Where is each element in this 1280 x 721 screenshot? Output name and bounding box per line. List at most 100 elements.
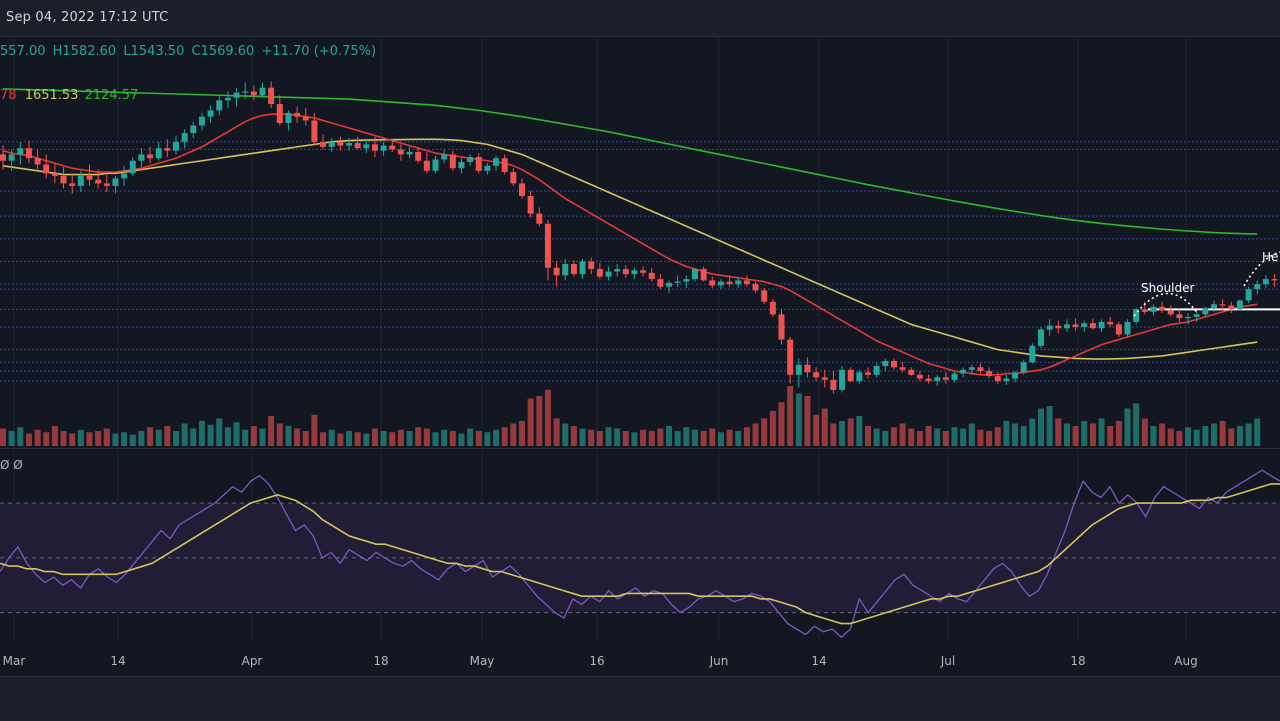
candle-body <box>1046 325 1053 330</box>
bottom-bar <box>0 676 1280 721</box>
candle-body <box>95 179 102 184</box>
volume-bar <box>328 429 335 446</box>
volume-bar <box>1115 421 1122 446</box>
candle-body <box>666 282 673 287</box>
volume-bar <box>380 431 387 446</box>
candle-body <box>700 269 707 281</box>
candle-body <box>363 144 370 149</box>
high-value: 1582.60 <box>62 44 117 59</box>
candle-body <box>346 143 352 146</box>
volume-bar <box>475 431 482 446</box>
volume-bar <box>1228 428 1235 446</box>
volume-bar <box>579 428 586 446</box>
volume-bar <box>432 432 439 446</box>
candle-body <box>1262 279 1269 285</box>
volume-bar <box>501 427 508 446</box>
candle-body <box>233 92 240 98</box>
candle-body <box>1202 308 1209 315</box>
volume-bar <box>423 428 430 446</box>
pane-divider <box>0 448 1280 449</box>
candle-body <box>224 97 231 101</box>
volume-bar <box>138 431 145 446</box>
volume-bar <box>25 433 32 446</box>
ma-long-value: 2124.57 <box>84 88 139 103</box>
volume-bar <box>449 431 456 446</box>
candle-body <box>821 377 828 380</box>
volume-bar <box>34 429 41 446</box>
candle-body <box>1271 279 1278 281</box>
volume-bar <box>951 427 958 446</box>
low-label: L <box>123 44 131 59</box>
candle-body <box>320 141 327 147</box>
candle-body <box>51 173 58 176</box>
volume-bar <box>683 427 690 446</box>
volume-bar <box>1003 421 1010 446</box>
volume-bar <box>986 431 993 446</box>
candle-body <box>302 116 309 121</box>
volume-bar <box>942 431 949 446</box>
x-tick-label: Jul <box>940 654 955 668</box>
volume-bar <box>813 414 820 446</box>
volume-bar <box>346 431 352 446</box>
x-tick-label: 18 <box>373 654 388 668</box>
candle-body <box>190 125 197 134</box>
volume-bar <box>43 432 50 446</box>
volume-bar <box>778 402 785 446</box>
volume-bar <box>1211 423 1217 446</box>
candle-body <box>25 148 32 159</box>
candle-body <box>986 371 993 377</box>
candle-body <box>519 183 525 196</box>
volume-bar <box>657 428 664 446</box>
candle-body <box>1150 306 1157 312</box>
candle-body <box>717 281 724 286</box>
volume-bar <box>1081 421 1088 446</box>
candle-body <box>441 154 448 160</box>
volume-bar <box>804 396 811 446</box>
candle-body <box>1063 324 1070 329</box>
ma-mid-value: 1651.53 <box>24 88 79 103</box>
candle-body <box>510 172 517 184</box>
candle-body <box>1124 321 1131 335</box>
candle-body <box>77 175 84 186</box>
volume-bar <box>536 396 543 446</box>
volume-bar <box>250 426 257 446</box>
volume-bar <box>769 411 776 446</box>
volume-bar <box>302 431 309 446</box>
volume-bar <box>709 428 716 446</box>
volume-bar <box>1219 421 1226 446</box>
volume-bar <box>233 422 240 446</box>
volume-bar <box>1141 418 1148 446</box>
candle-body <box>34 158 41 165</box>
candle-body <box>285 112 292 123</box>
volume-bar <box>856 416 863 446</box>
volume-bar <box>865 426 871 446</box>
volume-bar <box>1254 418 1261 446</box>
candle-body <box>1185 316 1192 319</box>
x-tick-label: Aug <box>1174 654 1197 668</box>
ma-short-value: 78 <box>0 88 17 103</box>
candle-body <box>674 281 681 283</box>
candle-body <box>1115 324 1122 335</box>
candle-body <box>397 149 404 155</box>
candle-body <box>17 148 24 155</box>
candle-body <box>242 91 249 93</box>
volume-bar <box>493 429 500 446</box>
candle-body <box>311 120 318 142</box>
candle-body <box>865 372 871 375</box>
volume-bar <box>285 426 292 446</box>
volume-bar <box>1020 426 1027 446</box>
candle-body <box>1219 304 1226 306</box>
candle-body <box>960 369 967 374</box>
x-axis-area <box>0 642 1280 676</box>
shoulder-arc <box>1133 292 1199 317</box>
candle-body <box>1003 378 1010 382</box>
candle-body <box>804 364 811 373</box>
candle-body <box>657 279 664 287</box>
volume-bar <box>69 433 76 446</box>
volume-bar <box>51 426 58 446</box>
volume-bar <box>674 431 681 446</box>
candle-body <box>1159 306 1166 311</box>
volume-bar <box>406 431 413 446</box>
candle-body <box>743 280 750 285</box>
